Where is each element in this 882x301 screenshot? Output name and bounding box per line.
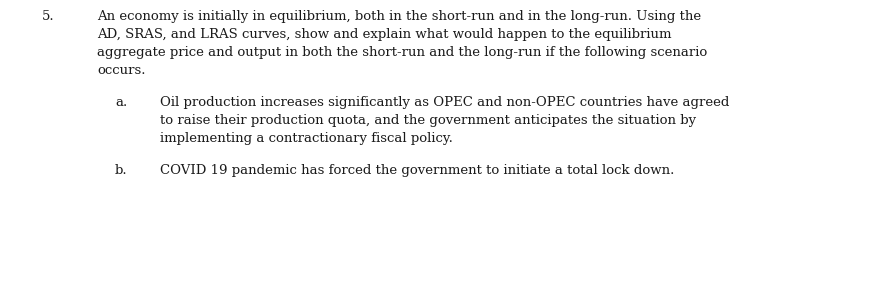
Text: COVID 19 pandemic has forced the government to initiate a total lock down.: COVID 19 pandemic has forced the governm…	[160, 164, 675, 177]
Text: b.: b.	[115, 164, 128, 177]
Text: AD, SRAS, and LRAS curves, show and explain what would happen to the equilibrium: AD, SRAS, and LRAS curves, show and expl…	[97, 28, 671, 41]
Text: implementing a contractionary fiscal policy.: implementing a contractionary fiscal pol…	[160, 132, 452, 145]
Text: Oil production increases significantly as OPEC and non-OPEC countries have agree: Oil production increases significantly a…	[160, 96, 729, 109]
Text: a.: a.	[115, 96, 127, 109]
Text: An economy is initially in equilibrium, both in the short-run and in the long-ru: An economy is initially in equilibrium, …	[97, 10, 701, 23]
Text: aggregate price and output in both the short-run and the long-run if the followi: aggregate price and output in both the s…	[97, 46, 707, 59]
Text: occurs.: occurs.	[97, 64, 146, 77]
Text: to raise their production quota, and the government anticipates the situation by: to raise their production quota, and the…	[160, 114, 696, 127]
Text: 5.: 5.	[42, 10, 55, 23]
